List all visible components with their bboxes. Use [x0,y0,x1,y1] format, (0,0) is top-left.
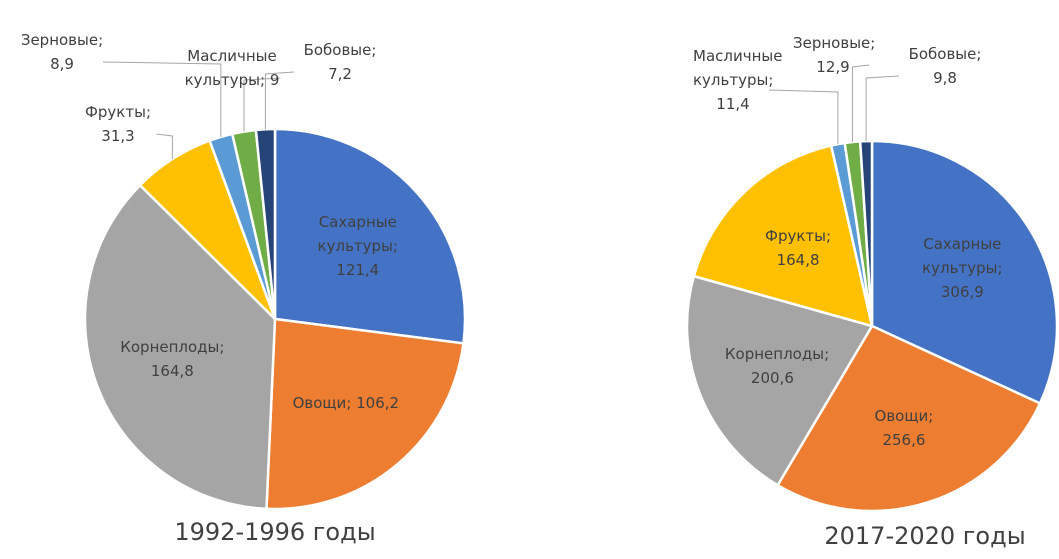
separator: ; [145,103,151,121]
leader-line [865,75,900,142]
category-name: Бобовые [303,41,372,59]
separator: ; [259,71,270,89]
data-label: Корнеплоды; 200,6 [725,342,829,390]
category-name: Сахарные культуры [317,213,397,256]
leader-line [851,64,870,143]
separator: ; [997,259,1003,278]
data-label: Бобовые; 9,8 [895,42,995,90]
category-name: Корнеплоды [120,338,220,357]
separator: ; [768,71,774,89]
pie-slice [775,324,1042,513]
leader-line [156,133,173,160]
data-label: Сахарные культуры; 121,4 [300,210,415,282]
value-label: 164,8 [150,362,194,381]
pie-slice [692,144,874,328]
separator: ; [392,237,398,256]
category-name: Корнеплоды [724,344,825,363]
separator: ; [219,338,225,357]
category-name: Масличные культуры [184,47,277,89]
value-label: 9,8 [933,69,957,87]
pie-slice [265,317,465,511]
value-label: 7,2 [328,65,352,83]
separator: ; [826,227,832,246]
leader-line [243,77,281,132]
category-name: Овощи [874,407,929,426]
data-label: Сахарные культуры; 306,9 [915,232,1010,304]
value-label: 306,9 [940,283,984,302]
chart-title: 1992-1996 годы [174,518,376,546]
category-name: Масличные культуры [693,47,783,89]
pie-slice [83,183,277,511]
data-label: Овощи; 106,2 [288,391,403,415]
data-label: Корнеплоды; 164,8 [115,335,230,383]
leader-line [264,71,295,130]
data-label: Фрукты; 164,8 [751,224,846,272]
data-label: Зерновые; 12,9 [793,31,876,79]
data-label: Масличные культуры; 11,4 [693,44,782,116]
separator: ; [976,45,982,63]
leader-line [768,89,839,145]
chart-title: 2017-2020 годы [824,522,1026,550]
category-name: Фрукты [765,227,826,246]
data-label: Зерновые; 8,9 [17,28,107,76]
value-label: 164,8 [776,251,820,270]
data-label: Овощи; 256,6 [856,404,951,452]
separator: ; [870,34,876,52]
category-name: Зерновые [793,34,871,52]
value-label: 256,6 [882,431,926,450]
value-label: 12,9 [816,58,850,76]
category-name: Зерновые [20,31,99,49]
category-name: Сахарные культуры [922,235,1002,278]
pie-slice [870,139,1059,406]
value-label: 8,9 [50,55,74,73]
separator: ; [928,407,934,426]
value-label: 9 [269,71,280,89]
pie-slice [273,127,467,345]
value-label: 31,3 [101,127,135,145]
data-label: Масличные культуры; 9 [180,44,285,92]
data-label: Фрукты; 31,3 [76,100,161,148]
separator: ; [371,41,377,59]
category-name: Бобовые [908,45,977,63]
separator: ; [98,31,104,49]
category-name: Фрукты [84,103,146,121]
value-label: 106,2 [356,394,400,413]
pie-slice [685,274,874,487]
separator: ; [346,394,357,413]
value-label: 121,4 [336,261,380,280]
leader-line [102,61,222,137]
separator: ; [824,344,830,363]
category-name: Овощи [292,394,347,413]
value-label: 200,6 [750,368,794,387]
value-label: 11,4 [716,95,750,113]
data-label: Бобовые; 7,2 [290,38,390,86]
